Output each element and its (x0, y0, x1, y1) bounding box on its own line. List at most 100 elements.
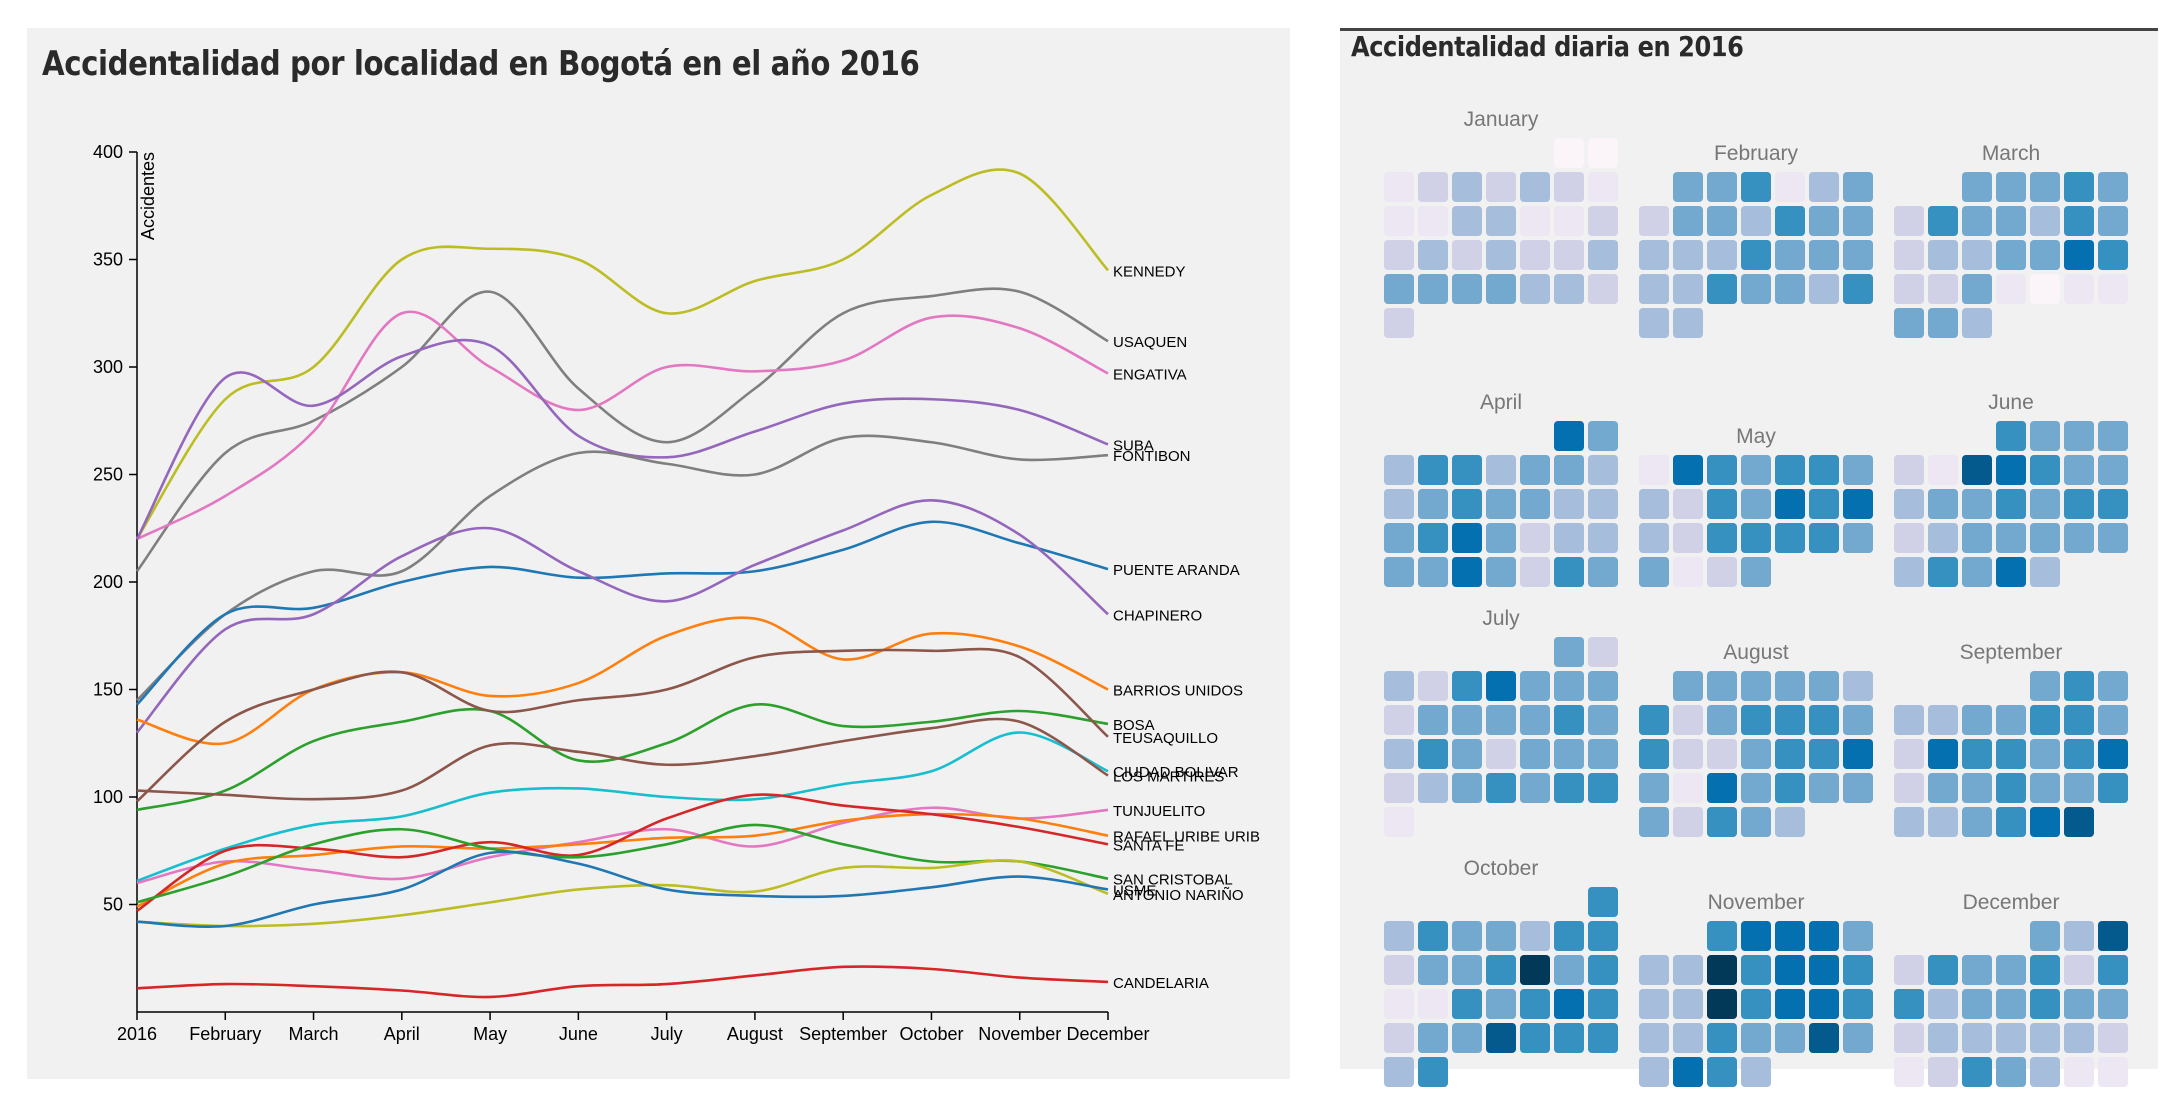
day-cell (1639, 739, 1669, 769)
calendar-month-april: April (1384, 391, 1618, 587)
day-cell (1962, 1057, 1992, 1087)
day-cell (1639, 1023, 1669, 1053)
day-cell (1588, 773, 1618, 803)
day-cell (1894, 240, 1924, 270)
day-cell (1673, 557, 1703, 587)
day-cell (1996, 557, 2026, 587)
day-cell (1775, 739, 1805, 769)
series-line-los-martires (136, 717, 1109, 801)
day-cell (1843, 206, 1873, 236)
day-cell (1707, 921, 1737, 951)
x-tick-label: February (189, 1024, 261, 1044)
day-cell (1673, 1057, 1703, 1087)
series-line-fontibon (136, 434, 1109, 702)
day-cell (2030, 1023, 2060, 1053)
day-cell (1673, 274, 1703, 304)
day-cell (1843, 455, 1873, 485)
day-cell (1707, 739, 1737, 769)
day-cell (2030, 739, 2060, 769)
day-cell (1418, 955, 1448, 985)
day-cell (1707, 1057, 1737, 1087)
day-cell (2064, 1057, 2094, 1087)
day-cell (1588, 523, 1618, 553)
day-cell (1588, 206, 1618, 236)
line-chart-panel (27, 28, 1290, 1079)
day-cell (1996, 773, 2026, 803)
day-cell (1809, 921, 1839, 951)
month-label: May (1736, 425, 1776, 448)
day-cell (1452, 274, 1482, 304)
day-cell (1996, 739, 2026, 769)
day-cell (2098, 172, 2128, 202)
day-cell (1639, 1057, 1669, 1087)
day-cell (1588, 989, 1618, 1019)
calendar-month-november: November (1639, 891, 1873, 1087)
month-label: October (1464, 857, 1539, 880)
day-cell (1707, 1023, 1737, 1053)
day-cell (2098, 955, 2128, 985)
day-cell (1486, 240, 1516, 270)
day-cell (1418, 240, 1448, 270)
day-cell (1639, 274, 1669, 304)
day-cell (1996, 172, 2026, 202)
day-cell (1673, 455, 1703, 485)
day-cell (1741, 1023, 1771, 1053)
day-cell (1928, 705, 1958, 735)
day-cell (1775, 955, 1805, 985)
day-cell (1996, 705, 2026, 735)
day-cell (2030, 455, 2060, 485)
day-cell (2064, 921, 2094, 951)
day-cell (2064, 206, 2094, 236)
day-cell (1384, 773, 1414, 803)
series-label-los-martires: LOS MARTIRES (1113, 769, 1224, 786)
month-label: June (1988, 391, 2034, 414)
calendar-month-august: August (1639, 641, 1873, 837)
day-cell (1894, 274, 1924, 304)
day-cell (1843, 1023, 1873, 1053)
x-tick-label: March (289, 1024, 339, 1044)
day-cell (1554, 240, 1584, 270)
day-cell (1452, 955, 1482, 985)
day-cell (1639, 989, 1669, 1019)
day-cell (1843, 989, 1873, 1019)
day-cell (2098, 421, 2128, 451)
series-label-san-cristobal: SAN CRISTOBAL (1113, 872, 1233, 889)
day-cell (1894, 489, 1924, 519)
calendar-month-december: December (1894, 891, 2128, 1087)
day-cell (2098, 989, 2128, 1019)
day-cell (1996, 955, 2026, 985)
day-cell (1928, 523, 1958, 553)
day-cell (1809, 240, 1839, 270)
day-cell (1452, 489, 1482, 519)
day-cell (1639, 807, 1669, 837)
calendar-title: Accidentalidad diaria en 2016 (1351, 30, 1744, 63)
day-cell (1384, 1057, 1414, 1087)
calendar-month-september: September (1894, 641, 2128, 837)
day-cell (2030, 671, 2060, 701)
day-cell (1588, 455, 1618, 485)
day-cell (1520, 206, 1550, 236)
day-cell (1962, 739, 1992, 769)
day-cell (1418, 1057, 1448, 1087)
day-cell (1520, 557, 1550, 587)
day-cell (1452, 705, 1482, 735)
day-cell (1520, 274, 1550, 304)
day-cell (1554, 206, 1584, 236)
day-cell (1894, 739, 1924, 769)
day-cell (1673, 1023, 1703, 1053)
day-cell (1384, 955, 1414, 985)
day-cell (2064, 489, 2094, 519)
month-label: September (1960, 641, 2063, 664)
day-cell (1486, 172, 1516, 202)
day-cell (1520, 739, 1550, 769)
x-tick-label: October (899, 1024, 963, 1044)
day-cell (1486, 705, 1516, 735)
day-cell (1843, 240, 1873, 270)
day-cell (1639, 773, 1669, 803)
day-cell (1588, 240, 1618, 270)
day-cell (2030, 557, 2060, 587)
day-cell (1894, 955, 1924, 985)
day-cell (1996, 489, 2026, 519)
day-cell (1418, 671, 1448, 701)
x-tick-label: August (727, 1024, 783, 1044)
